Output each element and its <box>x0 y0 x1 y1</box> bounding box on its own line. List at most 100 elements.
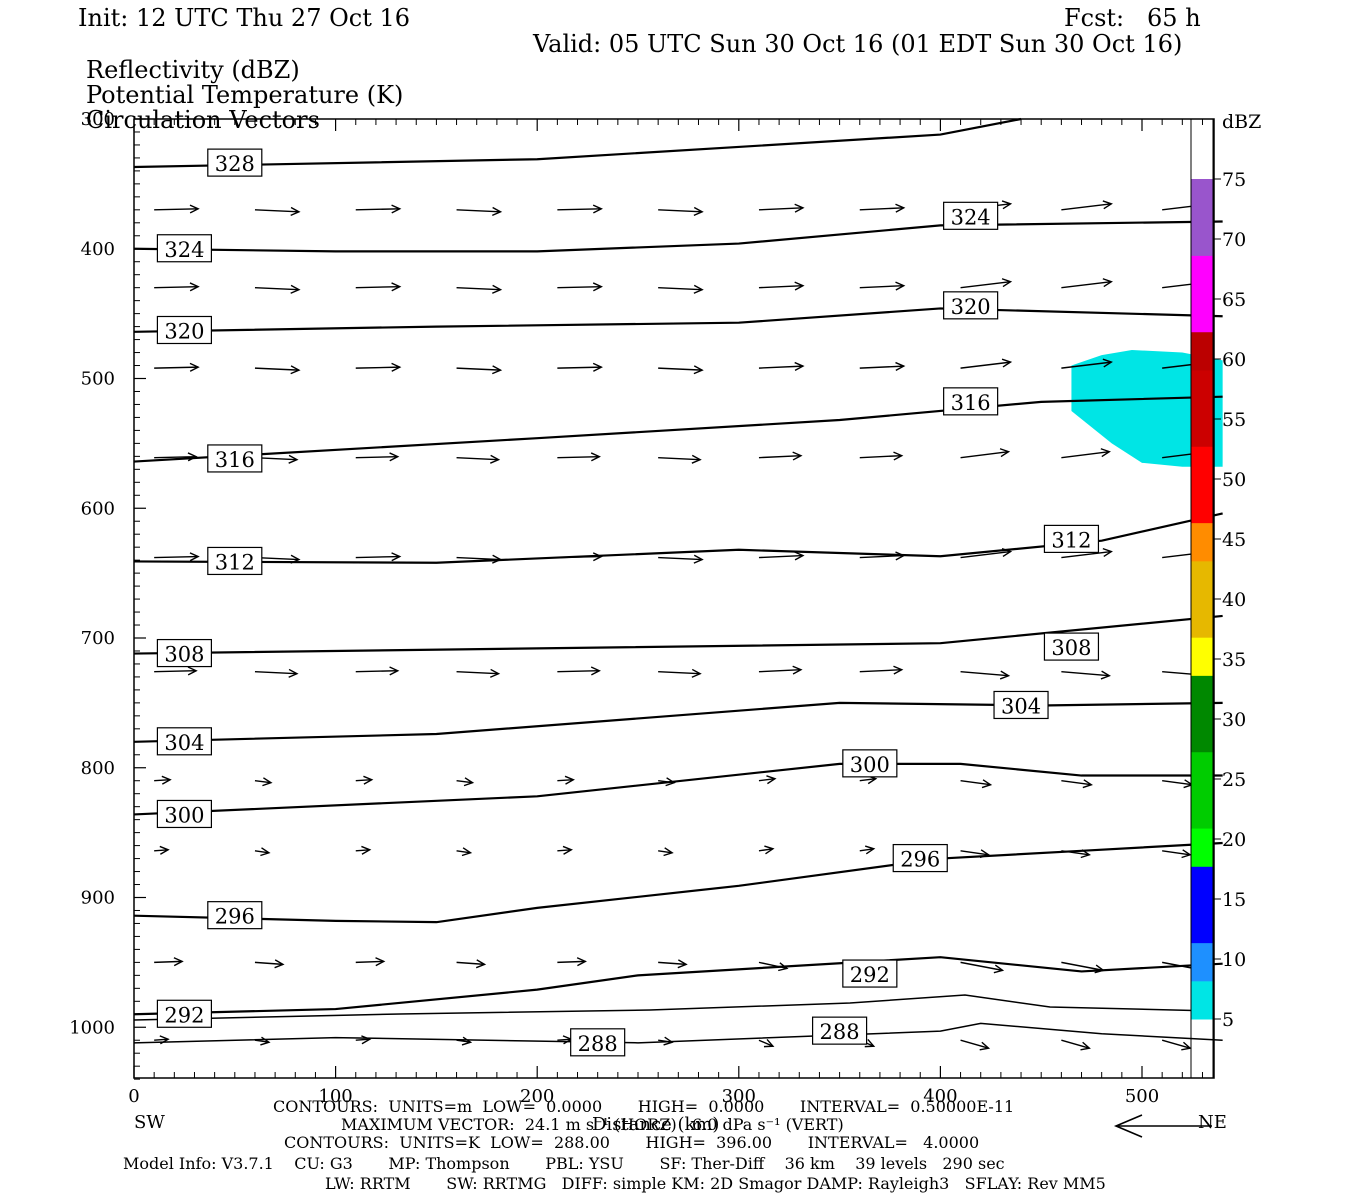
circulation-vector <box>355 1035 372 1045</box>
vector-head <box>1102 358 1113 368</box>
vector-head <box>288 668 299 678</box>
vector-shaft <box>758 1039 774 1047</box>
vector-head <box>665 777 676 787</box>
vector-head <box>1102 278 1113 288</box>
vector-shaft <box>355 1038 370 1041</box>
circulation-vector <box>154 282 200 292</box>
circulation-vector <box>859 361 906 372</box>
circulation-vector <box>859 203 906 213</box>
circulation-vector <box>758 361 805 372</box>
colorbar-segment <box>1191 408 1213 447</box>
vector-head <box>1181 849 1192 859</box>
circulation-vector <box>154 845 170 855</box>
vector-head <box>592 552 603 562</box>
vector-shaft <box>1061 450 1110 459</box>
contour-label-text: 304 <box>164 731 204 755</box>
contour-label-box <box>811 1016 868 1045</box>
vector-head <box>159 845 170 855</box>
colorbar-segment <box>1191 293 1213 333</box>
colorbar-segment <box>1191 713 1213 753</box>
vector-shaft <box>154 849 169 852</box>
colorbar-segment <box>1191 980 1213 1020</box>
vector-shaft <box>254 961 284 966</box>
colorbar-segment <box>1191 217 1213 256</box>
circulation-vector <box>960 779 993 789</box>
vector-shaft <box>254 1039 270 1043</box>
circulation-vector <box>859 281 906 291</box>
circulation-vector <box>154 362 200 372</box>
circulation-vector <box>960 358 1013 369</box>
colorbar-label: 60 <box>1222 349 1246 371</box>
circulation-vector <box>557 282 603 292</box>
vector-head <box>260 847 271 857</box>
contour-label: 292 <box>842 959 898 988</box>
vector-head <box>1100 670 1111 680</box>
contour-label-text: 316 <box>215 448 255 472</box>
vector-shaft <box>557 208 602 211</box>
contour-label: 296 <box>207 901 263 930</box>
circulation-vector <box>960 849 991 859</box>
circulation-vector <box>154 204 200 214</box>
circulation-vector <box>355 362 402 372</box>
vector-shaft <box>859 848 874 852</box>
vector-shaft <box>456 556 501 561</box>
vector-head <box>492 206 503 217</box>
vector-head <box>590 452 601 462</box>
contour-label-box <box>156 799 212 829</box>
circulation-vector <box>658 454 702 464</box>
contour-label: 316 <box>943 387 999 416</box>
vector-shaft <box>960 850 989 856</box>
contour-label-text: 308 <box>1051 636 1091 660</box>
contour-label: 312 <box>1043 524 1100 553</box>
circulation-vector <box>456 959 487 969</box>
circulation-vector <box>1161 1039 1192 1051</box>
vector-shaft <box>658 556 703 561</box>
vector-shaft <box>254 780 272 784</box>
vector-shaft <box>456 286 501 291</box>
vector-head <box>363 775 374 785</box>
circulation-vector <box>355 957 386 967</box>
circulation-vector <box>254 1036 271 1046</box>
vector-shaft <box>355 285 400 289</box>
axis-end-ne: NE <box>1198 1112 1227 1133</box>
colorbar-label: 35 <box>1222 649 1246 671</box>
circulation-vector <box>1061 278 1113 289</box>
vector-shaft <box>960 450 1009 459</box>
vector-head <box>490 668 501 678</box>
vector-shaft <box>456 671 499 675</box>
circulation-vector <box>154 775 172 785</box>
vector-shaft <box>557 285 602 289</box>
vector-head <box>766 775 777 785</box>
vector-shaft <box>658 209 703 213</box>
contour-label-box <box>943 387 999 416</box>
colorbar-segment <box>1191 675 1213 715</box>
vector-shaft <box>1162 780 1193 786</box>
contour-label-box <box>943 201 999 230</box>
circulation-vector <box>758 551 805 561</box>
colorbar-segment <box>1191 751 1213 791</box>
contour-label: 288 <box>570 1028 626 1057</box>
vector-head <box>794 281 805 291</box>
vector-shaft <box>154 366 199 369</box>
isentrope-288-b <box>133 994 1215 1021</box>
colorbar-segment <box>1191 789 1213 829</box>
contour-label-text: 312 <box>215 550 255 574</box>
vector-head <box>391 362 402 372</box>
contour-label: 316 <box>207 444 263 473</box>
forecast-hour: Fcst: 65 h <box>1064 4 1201 32</box>
circulation-vector <box>355 452 400 462</box>
vector-head <box>864 1038 876 1048</box>
reflectivity-layer <box>1071 349 1223 467</box>
contour-label-text: 292 <box>164 1003 204 1027</box>
footer-line-3: CONTOURS: UNITS=K LOW= 288.00 HIGH= 396.… <box>284 1133 980 1152</box>
vector-head <box>463 777 475 787</box>
contour-label: 296 <box>892 843 948 873</box>
circulation-vector <box>758 845 775 855</box>
circulation-vector <box>254 206 301 217</box>
colorbar-label: 55 <box>1222 409 1246 431</box>
vector-head <box>391 552 402 562</box>
colorbar-segment <box>1191 560 1213 600</box>
vector-head <box>1001 200 1013 210</box>
circulation-vector <box>154 957 184 967</box>
circulation-vector <box>1061 670 1111 680</box>
